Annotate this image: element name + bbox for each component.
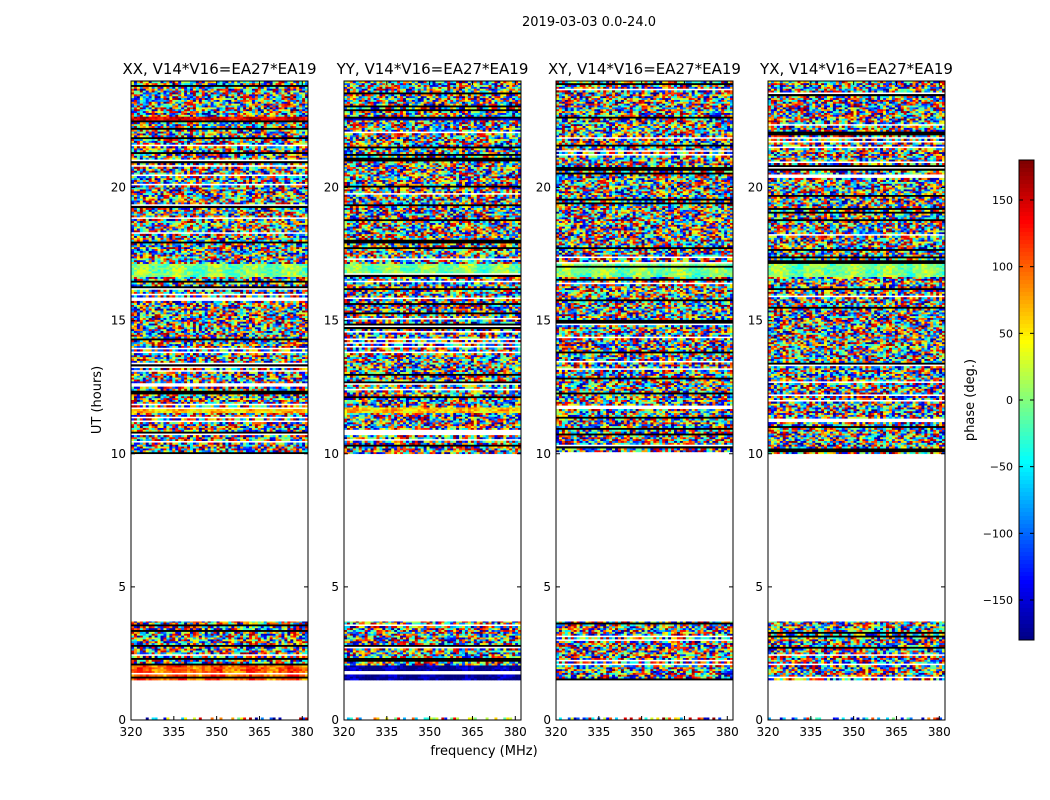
colorbar-tick-label: 150: [992, 194, 1013, 207]
y-tick-label: 10: [111, 447, 126, 461]
colorbar: 150 100 50 0 −50 −100 −150: [983, 160, 1034, 641]
y-tick-label: 10: [748, 447, 763, 461]
y-tick-label: 20: [324, 181, 339, 195]
y-tick-label: 10: [536, 447, 551, 461]
panel-3: XY, V14*V16=EA27*EA19 320 335 350 365 380 0 5 10…: [536, 60, 741, 739]
panel-title: XX, V14*V16=EA27*EA19: [122, 60, 316, 78]
y-tick-label: 10: [324, 447, 339, 461]
y-tick-label: 0: [543, 713, 551, 727]
y-tick-label: 5: [755, 580, 763, 594]
y-tick-label: 0: [118, 713, 126, 727]
colorbar-tick-label: −150: [983, 594, 1013, 607]
figure-suptitle: 2019-03-03 0.0-24.0: [522, 15, 656, 30]
colorbar-tick-label: 100: [992, 261, 1013, 274]
x-tick-label: 320: [120, 725, 143, 739]
heatmap-cells: [768, 81, 945, 680]
panels: XX, V14*V16=EA27*EA19 320 335 350 365 380 0 5 10…: [111, 60, 953, 739]
y-tick-label: 15: [748, 314, 763, 328]
x-tick-label: 365: [885, 725, 908, 739]
x-tick-label: 350: [630, 725, 653, 739]
colorbar-tick-label: −100: [983, 527, 1013, 540]
heatmap-cells: [131, 81, 308, 680]
x-tick-label: 335: [799, 725, 822, 739]
panel-2: YY, V14*V16=EA27*EA19 320 335 350 365 380 0 5 10…: [324, 60, 529, 739]
y-tick-label: 15: [536, 314, 551, 328]
panel-4: YX, V14*V16=EA27*EA19 320 335 350 365 380 0 5 10…: [748, 60, 953, 739]
x-tick-label: 380: [716, 725, 739, 739]
sparse-row: [559, 718, 721, 720]
x-tick-label: 335: [162, 725, 185, 739]
colorbar-label: phase (deg.): [963, 359, 978, 441]
x-tick-label: 320: [757, 725, 780, 739]
x-tick-label: 380: [504, 725, 527, 739]
panel-title: XY, V14*V16=EA27*EA19: [548, 60, 741, 78]
y-tick-label: 0: [331, 713, 339, 727]
y-axis-label: UT (hours): [90, 366, 105, 434]
y-tick-label: 5: [331, 580, 339, 594]
x-axis-label: frequency (MHz): [430, 744, 537, 759]
panel-title: YX, V14*V16=EA27*EA19: [759, 60, 953, 78]
y-tick-label: 15: [111, 314, 126, 328]
y-tick-label: 20: [536, 181, 551, 195]
x-tick-label: 320: [333, 725, 356, 739]
y-tick-label: 20: [748, 181, 763, 195]
x-tick-label: 335: [375, 725, 398, 739]
colorbar-tick-label: 50: [999, 327, 1013, 340]
x-tick-label: 350: [842, 725, 865, 739]
panel-title: YY, V14*V16=EA27*EA19: [336, 60, 529, 78]
x-tick-label: 335: [587, 725, 610, 739]
y-tick-label: 0: [755, 713, 763, 727]
x-tick-label: 350: [418, 725, 441, 739]
panel-1: XX, V14*V16=EA27*EA19 320 335 350 365 380 0 5 10…: [111, 60, 317, 739]
x-tick-label: 320: [545, 725, 568, 739]
heatmap-cells: [344, 81, 521, 680]
x-tick-label: 380: [928, 725, 951, 739]
heatmap-cells: [556, 81, 733, 680]
x-tick-label: 350: [205, 725, 228, 739]
sparse-row: [146, 718, 308, 720]
y-tick-label: 15: [324, 314, 339, 328]
x-tick-label: 365: [248, 725, 271, 739]
colorbar-tick-label: 0: [1006, 394, 1013, 407]
x-tick-label: 365: [461, 725, 484, 739]
y-tick-label: 5: [118, 580, 126, 594]
y-tick-label: 20: [111, 181, 126, 195]
y-tick-label: 5: [543, 580, 551, 594]
sparse-row: [768, 718, 942, 720]
x-tick-label: 380: [291, 725, 314, 739]
x-tick-label: 365: [673, 725, 696, 739]
colorbar-tick-label: −50: [990, 461, 1013, 474]
